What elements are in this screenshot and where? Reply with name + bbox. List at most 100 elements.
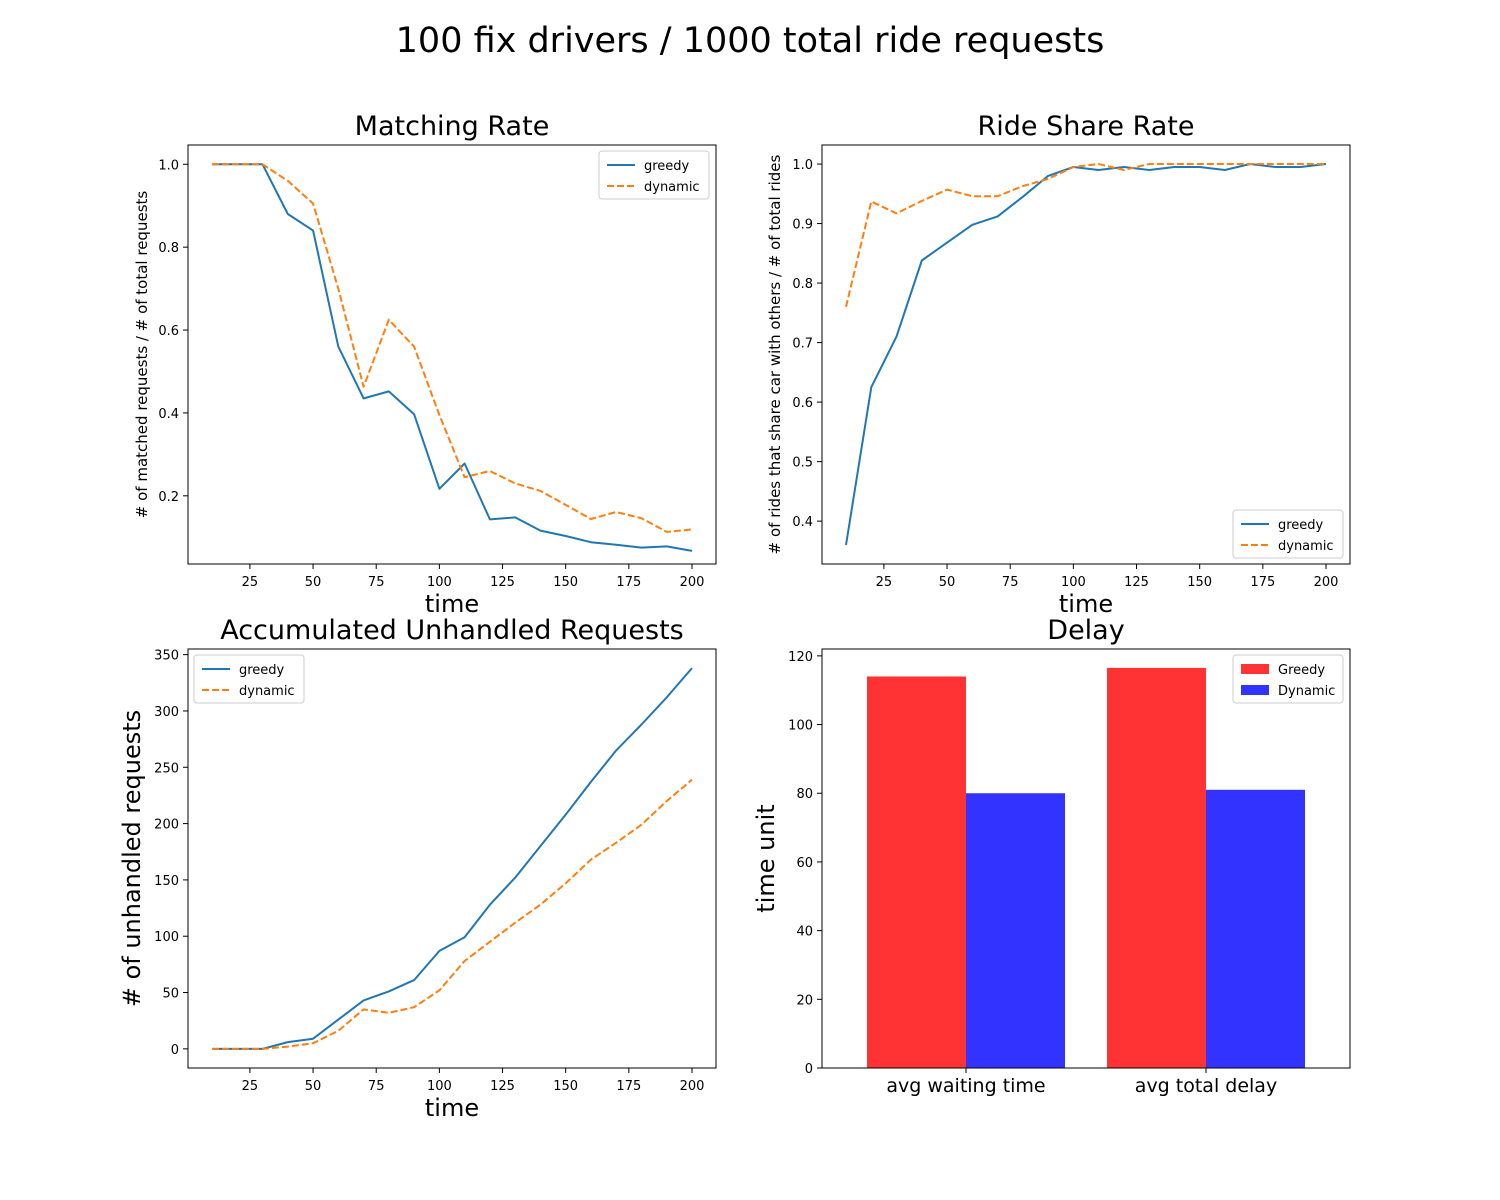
y-tick-label: 80 <box>796 787 813 802</box>
legend-label: greedy <box>1278 518 1324 533</box>
axes-frame <box>187 648 717 1069</box>
x-tick-label: 200 <box>680 1079 705 1094</box>
bar-dynamic-2 <box>1206 789 1305 1068</box>
x-axis-label: time <box>425 590 479 618</box>
y-tick-label: 0.9 <box>792 218 813 233</box>
x-tick-label: 100 <box>1061 575 1086 590</box>
x-axis-label: time <box>425 1094 479 1122</box>
legend-label: dynamic <box>644 180 700 195</box>
y-tick-label: 0.8 <box>792 277 813 292</box>
legend: greedy dynamic <box>598 150 710 200</box>
y-axis-label: # of rides that share car with others / … <box>766 154 784 554</box>
x-tick-label: 75 <box>368 1079 385 1094</box>
series-line-greedy <box>845 163 1327 546</box>
bar-greedy-1 <box>867 676 966 1068</box>
subplot-2: Ride Share Rate 0.4 0.5 0.6 0.7 0.8 0.9 1.0 25 50… <box>766 111 1351 618</box>
subplot-4: Delay 0 20 40 60 80 100 120 avg waiting time avg … <box>752 615 1351 1097</box>
y-tick-label: 300 <box>154 705 179 720</box>
legend-label: Dynamic <box>1278 684 1335 699</box>
legend-swatch-dynamic <box>1241 685 1269 695</box>
x-tick-label: 100 <box>427 575 452 590</box>
bar-dynamic-1 <box>966 793 1065 1068</box>
x-tick-label: 150 <box>553 1079 578 1094</box>
x-tick-label: 125 <box>490 1079 515 1094</box>
y-tick-label: 100 <box>788 719 813 734</box>
subplot-1: Matching Rate 0.2 0.4 0.6 0.8 1.0 25 50 75 100 125… <box>133 111 717 618</box>
x-tick-label: 50 <box>305 1079 322 1094</box>
y-tick-label: 0 <box>805 1062 813 1077</box>
y-tick-label: 0.4 <box>792 515 813 530</box>
legend-label: greedy <box>239 663 285 678</box>
x-tick-label: 25 <box>242 1079 259 1094</box>
x-tick-label: 50 <box>939 575 956 590</box>
x-tick-label: 175 <box>616 575 641 590</box>
x-tick-label: 25 <box>242 575 259 590</box>
y-axis-label: time unit <box>752 804 780 912</box>
legend-frame <box>1232 509 1344 559</box>
legend-frame <box>598 150 710 200</box>
x-axis-label: time <box>1059 590 1113 618</box>
legend: Greedy Dynamic <box>1232 654 1344 704</box>
axes-frame <box>821 648 1351 1069</box>
y-tick-label: 200 <box>154 818 179 833</box>
y-tick-label: 1.0 <box>792 158 813 173</box>
subplot-title: Accumulated Unhandled Requests <box>220 615 684 646</box>
series-line-dynamic <box>212 163 693 533</box>
axes-frame <box>187 144 717 565</box>
subplot-3: Accumulated Unhandled Requests 0 50 100 150 2… <box>118 615 717 1122</box>
y-tick-label: 1.0 <box>158 158 179 173</box>
subplot-title: Delay <box>1047 615 1124 646</box>
y-tick-label: 0.4 <box>158 407 179 422</box>
legend: greedy dynamic <box>1232 509 1344 559</box>
y-tick-label: 100 <box>154 930 179 945</box>
x-tick-label: 150 <box>1187 575 1212 590</box>
y-tick-label: 0.8 <box>158 241 179 256</box>
legend: greedy dynamic <box>193 654 305 704</box>
x-tick-label: 75 <box>368 575 385 590</box>
x-tick-label: 100 <box>427 1079 452 1094</box>
legend-label: greedy <box>644 159 690 174</box>
y-tick-label: 50 <box>162 987 179 1002</box>
axes-frame <box>821 144 1351 565</box>
y-tick-label: 150 <box>154 874 179 889</box>
legend-label: Greedy <box>1278 663 1325 678</box>
y-tick-label: 120 <box>788 650 813 665</box>
y-axis-label: # of unhandled requests <box>118 710 146 1007</box>
series-line-dynamic <box>212 778 693 1050</box>
x-tick-label: 75 <box>1002 575 1019 590</box>
subplots: Matching Rate 0.2 0.4 0.6 0.8 1.0 25 50 75 100 125… <box>118 111 1351 1122</box>
x-tick-label: 150 <box>553 575 578 590</box>
figure-title: 100 fix drivers / 1000 total ride reques… <box>396 21 1105 61</box>
series-line-greedy <box>212 667 693 1050</box>
x-tick-label: 25 <box>876 575 893 590</box>
x-tick-label: 200 <box>680 575 705 590</box>
x-tick-label: 125 <box>1124 575 1149 590</box>
y-tick-label: 250 <box>154 761 179 776</box>
x-tick-label: 175 <box>1250 575 1275 590</box>
x-tick-label: 125 <box>490 575 515 590</box>
x-tick-label: 50 <box>305 575 322 590</box>
subplot-title: Ride Share Rate <box>977 111 1194 142</box>
legend-frame <box>193 654 305 704</box>
bar-greedy-2 <box>1107 667 1206 1068</box>
y-tick-label: 60 <box>796 856 813 871</box>
y-tick-label: 40 <box>796 925 813 940</box>
y-tick-label: 0.6 <box>158 324 179 339</box>
x-category-label: avg waiting time <box>886 1075 1045 1097</box>
y-axis-label: # of matched requests / # of total reque… <box>133 191 151 519</box>
y-tick-label: 0.2 <box>158 490 179 505</box>
y-tick-label: 0 <box>171 1043 179 1058</box>
y-tick-label: 0.6 <box>792 396 813 411</box>
legend-label: dynamic <box>1278 539 1334 554</box>
x-tick-label: 175 <box>616 1079 641 1094</box>
subplot-title: Matching Rate <box>355 111 550 142</box>
legend-label: dynamic <box>239 684 295 699</box>
legend-swatch-greedy <box>1241 664 1269 674</box>
y-tick-label: 0.5 <box>792 456 813 471</box>
series-line-greedy <box>212 163 693 552</box>
y-tick-label: 0.7 <box>792 337 813 352</box>
x-tick-label: 200 <box>1314 575 1339 590</box>
y-tick-label: 350 <box>154 649 179 664</box>
y-tick-label: 20 <box>796 993 813 1008</box>
